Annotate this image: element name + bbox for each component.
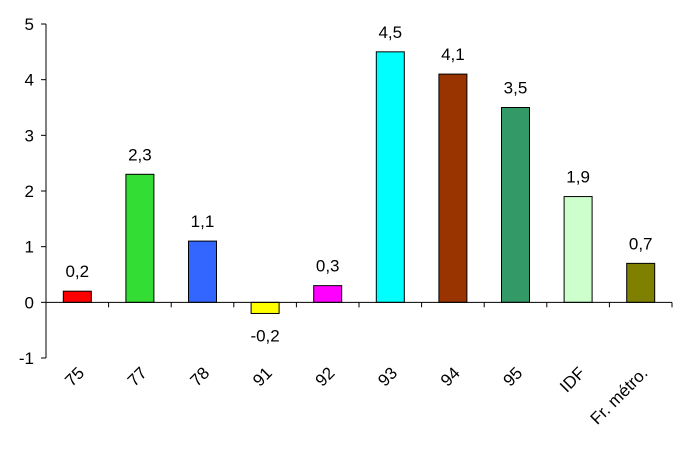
y-tick-label: 2 <box>25 182 34 201</box>
bar-91 <box>250 301 280 314</box>
data-label: 1,9 <box>566 168 590 187</box>
bar-75 <box>62 290 92 303</box>
data-label: 2,3 <box>128 145 152 164</box>
category-label: Fr. métro. <box>587 363 652 428</box>
data-label: -0,2 <box>250 326 279 345</box>
data-labels: 0,2 2,3 1,1 -0,2 0,3 4,5 4,1 3,5 1,9 0,7 <box>65 23 652 346</box>
category-label: 93 <box>374 363 401 390</box>
category-label: IDF <box>556 363 589 396</box>
bar-92 <box>313 285 343 303</box>
bar-IDF <box>563 196 593 303</box>
data-label: 0,7 <box>629 234 653 253</box>
bar-94 <box>438 73 468 303</box>
y-tick-label: 3 <box>25 126 34 145</box>
data-label: 0,2 <box>65 262 89 281</box>
data-label: 0,3 <box>316 257 340 276</box>
data-label: 1,1 <box>191 212 215 231</box>
y-tick-label: 0 <box>25 293 34 312</box>
bar-77 <box>125 173 155 303</box>
y-tick-label: 5 <box>25 15 34 34</box>
bar-Fr. métro. <box>626 262 656 303</box>
data-label: 4,5 <box>378 23 402 42</box>
x-axis <box>45 301 673 308</box>
y-tick-label: 4 <box>25 71 34 90</box>
y-axis: -1 0 1 2 3 4 5 <box>19 15 47 368</box>
bar-95 <box>501 107 530 303</box>
data-label: 4,1 <box>441 45 465 64</box>
category-label: 77 <box>124 363 151 390</box>
category-label: 92 <box>312 363 339 390</box>
category-label: 91 <box>249 363 276 390</box>
category-label: 78 <box>187 363 214 390</box>
y-tick-label: 1 <box>25 238 34 257</box>
bar-93 <box>375 51 405 303</box>
category-label: 75 <box>61 363 88 390</box>
data-label: 3,5 <box>504 79 528 98</box>
y-tick-label: -1 <box>19 349 34 368</box>
category-label: 95 <box>500 363 527 390</box>
category-label: 94 <box>437 363 464 390</box>
bar-78 <box>188 240 217 303</box>
